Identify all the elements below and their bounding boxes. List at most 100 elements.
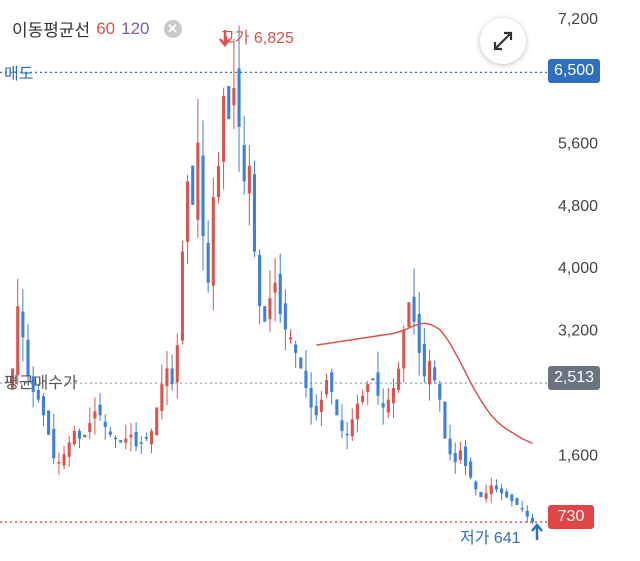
candle-body — [386, 399, 390, 413]
close-icon[interactable]: ✕ — [163, 19, 182, 38]
candle-body — [222, 95, 226, 162]
candle-body — [155, 407, 159, 436]
candle-body — [124, 438, 128, 443]
candle-body — [47, 410, 51, 435]
ma-period-long: 120 — [121, 18, 150, 38]
candle-body — [283, 303, 287, 330]
candle-body — [371, 378, 375, 381]
candle-body — [335, 399, 339, 416]
candle-body — [180, 251, 184, 341]
y-tick-label: 4,800 — [558, 198, 598, 215]
ma-title: 이동평균선 — [12, 21, 91, 40]
candle-body — [463, 446, 468, 466]
low-price-label: 저가 641 — [460, 530, 521, 547]
candle-body — [325, 380, 329, 395]
candle-body — [129, 434, 133, 438]
avg-buy-price-badge: 2,513 — [548, 366, 600, 390]
candle-body — [21, 311, 25, 338]
candle-body — [479, 492, 483, 498]
candle-body — [505, 491, 509, 498]
candle-body — [201, 155, 205, 237]
candle-body — [150, 430, 154, 445]
candle-body — [412, 296, 416, 322]
y-tick-label: 3,200 — [558, 323, 598, 340]
candle-body — [355, 403, 359, 420]
y-tick-label: 7,200 — [558, 11, 598, 28]
reference-lines — [0, 71, 548, 523]
candle-body — [165, 368, 169, 387]
candle-body — [489, 485, 493, 495]
candle-body — [160, 384, 164, 411]
candle-body — [119, 440, 123, 443]
candle-body — [299, 357, 303, 369]
candle-body — [319, 399, 323, 413]
current-price-badge: 730 — [548, 505, 594, 529]
candle-body — [67, 442, 71, 457]
candle-body — [520, 507, 524, 510]
candle-body — [268, 298, 272, 320]
candle-body — [175, 345, 179, 383]
candle-body — [206, 242, 210, 283]
moving-average-header: 이동평균선 60 120 ✕ — [12, 16, 182, 41]
candle-body — [36, 390, 40, 400]
candle-body — [77, 430, 82, 439]
candle-body — [345, 433, 349, 436]
candle-body — [258, 254, 262, 307]
candle-body — [196, 142, 200, 220]
candle-body — [72, 430, 76, 444]
y-tick-label: 4,000 — [558, 260, 598, 277]
y-tick-label: 1,600 — [558, 447, 598, 464]
candle-body — [170, 368, 174, 385]
candle-body — [186, 181, 190, 242]
ma-period-short: 60 — [96, 18, 116, 38]
candle-body — [263, 306, 267, 322]
candle-body — [314, 405, 318, 416]
candle-body — [407, 302, 411, 328]
candle-body — [288, 337, 293, 340]
candle-body — [469, 461, 473, 478]
candle-body — [361, 395, 365, 402]
avg-buy-line-label: 평균매수가 — [4, 375, 78, 392]
expand-arrows-icon — [493, 31, 513, 51]
candle-body — [216, 165, 220, 198]
candle-body — [366, 384, 370, 393]
candle-body — [402, 329, 406, 369]
candle-body — [376, 372, 380, 396]
candle-body — [494, 485, 498, 490]
candle-body — [31, 376, 35, 392]
candle-body — [191, 165, 195, 205]
candle-body — [294, 344, 298, 353]
candle-body — [330, 372, 334, 392]
candle-body — [88, 423, 92, 432]
candle-body — [11, 368, 15, 390]
candle-body — [474, 481, 478, 490]
candle-body — [242, 144, 246, 182]
sell-price-badge: 6,500 — [548, 59, 600, 83]
candle-body — [417, 314, 421, 353]
candle-body — [211, 197, 215, 286]
candle-body — [273, 282, 277, 293]
candle-body — [103, 421, 107, 427]
expand-button[interactable] — [480, 18, 526, 64]
candle-body — [510, 494, 514, 502]
candle-body — [309, 388, 313, 408]
high-arrow-icon — [219, 30, 231, 47]
high-price-label: 고가 6,825 — [220, 30, 294, 47]
candle-body — [304, 370, 308, 389]
candle-body — [340, 420, 344, 431]
sell-line-label: 매도 — [4, 66, 34, 83]
candle-body — [427, 360, 432, 385]
candle-body — [62, 454, 66, 466]
candle-body — [397, 368, 401, 390]
candle-body — [278, 273, 282, 314]
candle-body — [83, 434, 87, 438]
candle-body — [52, 429, 56, 459]
candle-body — [247, 165, 251, 194]
candle-body — [422, 343, 426, 377]
candle-body — [391, 388, 395, 404]
low-arrow-icon — [531, 523, 543, 540]
candle-body — [530, 517, 534, 523]
candle-body — [139, 442, 143, 444]
candle-body — [41, 396, 45, 416]
